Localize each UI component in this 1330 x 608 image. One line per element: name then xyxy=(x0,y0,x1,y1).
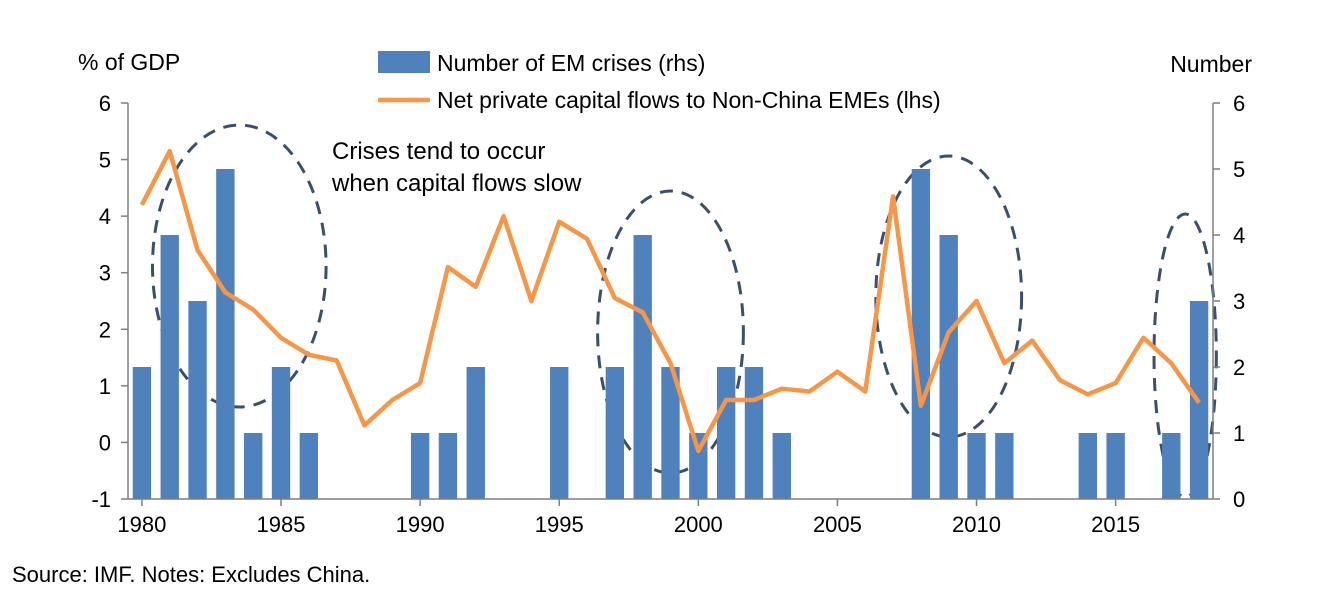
x-tick-label: 1985 xyxy=(257,512,306,537)
ellipse-highlight xyxy=(596,189,745,475)
crisis-bar xyxy=(939,235,958,499)
right-y-tick-label: 6 xyxy=(1233,91,1245,116)
legend-label-bars: Number of EM crises (rhs) xyxy=(437,50,705,76)
crisis-bar xyxy=(550,367,569,499)
x-tick-label: 2010 xyxy=(952,512,1001,537)
crisis-bar xyxy=(605,367,625,499)
crisis-bar xyxy=(438,433,458,499)
crisis-bar xyxy=(132,367,152,499)
x-tick-label: 1980 xyxy=(117,512,166,537)
crisis-bar xyxy=(216,169,235,499)
crisis-bar xyxy=(1162,433,1181,499)
crisis-bar xyxy=(995,433,1014,499)
crisis-bar xyxy=(744,367,764,499)
legend-swatch-bars xyxy=(378,51,430,73)
right-y-tick-label: 5 xyxy=(1233,157,1245,182)
ellipse-highlight xyxy=(1152,212,1218,499)
right-axis-label: Number xyxy=(1170,51,1252,77)
axes: -1 0 1 2 3 4 5 6 0 1 2 3 4 5 6 1980 1985 1990 1995 2000 2005… xyxy=(91,91,1245,537)
chart: -1 0 1 2 3 4 5 6 0 1 2 3 4 5 6 1980 1985 1990 1995 2000 2005… xyxy=(78,49,1252,537)
ellipse-highlight xyxy=(150,123,328,409)
crisis-bar xyxy=(466,367,485,499)
x-tick-label: 2015 xyxy=(1091,512,1140,537)
ellipse-highlight xyxy=(874,154,1024,439)
crisis-bar xyxy=(1106,433,1125,499)
x-tick-label: 1995 xyxy=(535,512,584,537)
crisis-bar xyxy=(772,433,791,499)
crisis-bar xyxy=(633,235,652,499)
legend-label-line: Net private capital flows to Non-China E… xyxy=(437,87,941,113)
right-y-tick-label: 0 xyxy=(1233,487,1245,512)
left-y-tick-label: 6 xyxy=(99,91,111,116)
source-note: Source: IMF. Notes: Excludes China. xyxy=(12,562,371,587)
crisis-bar xyxy=(911,169,931,499)
left-y-tick-label: 1 xyxy=(99,374,111,399)
ellipse-highlights xyxy=(150,123,1218,499)
right-y-tick-label: 3 xyxy=(1233,289,1245,314)
crisis-bar xyxy=(689,433,708,499)
crisis-bar xyxy=(299,433,319,499)
right-y-tick-label: 1 xyxy=(1233,421,1245,446)
crisis-bar xyxy=(271,367,291,499)
legend: Number of EM crises (rhs) Net private cap… xyxy=(378,50,941,113)
left-y-tick-label: 3 xyxy=(99,261,111,286)
annotation-text: Crises tend to occur when capital flows … xyxy=(331,138,582,197)
left-axis-label: % of GDP xyxy=(78,49,180,75)
left-y-tick-label: 5 xyxy=(99,148,111,173)
crisis-bar xyxy=(160,235,179,499)
crisis-bar xyxy=(244,433,263,499)
x-tick-label: 2000 xyxy=(674,512,723,537)
right-y-tick-label: 4 xyxy=(1233,223,1245,248)
left-y-tick-label: -1 xyxy=(91,487,111,512)
x-tick-label: 1990 xyxy=(396,512,445,537)
capital-flow-series-line xyxy=(139,148,1201,454)
annotation-line-2: when capital flows slow xyxy=(331,170,582,197)
left-y-tick-label: 0 xyxy=(99,430,111,455)
right-y-tick-label: 2 xyxy=(1233,355,1245,380)
crisis-bar xyxy=(661,367,680,499)
crisis-bar xyxy=(716,367,736,499)
crisis-bars xyxy=(132,169,1209,499)
crisis-bar xyxy=(188,301,207,499)
crisis-bar xyxy=(967,433,986,499)
x-tick-label: 2005 xyxy=(813,512,862,537)
left-y-tick-label: 4 xyxy=(99,204,111,229)
left-y-tick-label: 2 xyxy=(99,317,111,342)
capital-flow-line xyxy=(139,148,1201,454)
crisis-bar xyxy=(1078,433,1097,499)
annotation-line-1: Crises tend to occur xyxy=(332,138,545,165)
crisis-bar xyxy=(410,433,430,499)
